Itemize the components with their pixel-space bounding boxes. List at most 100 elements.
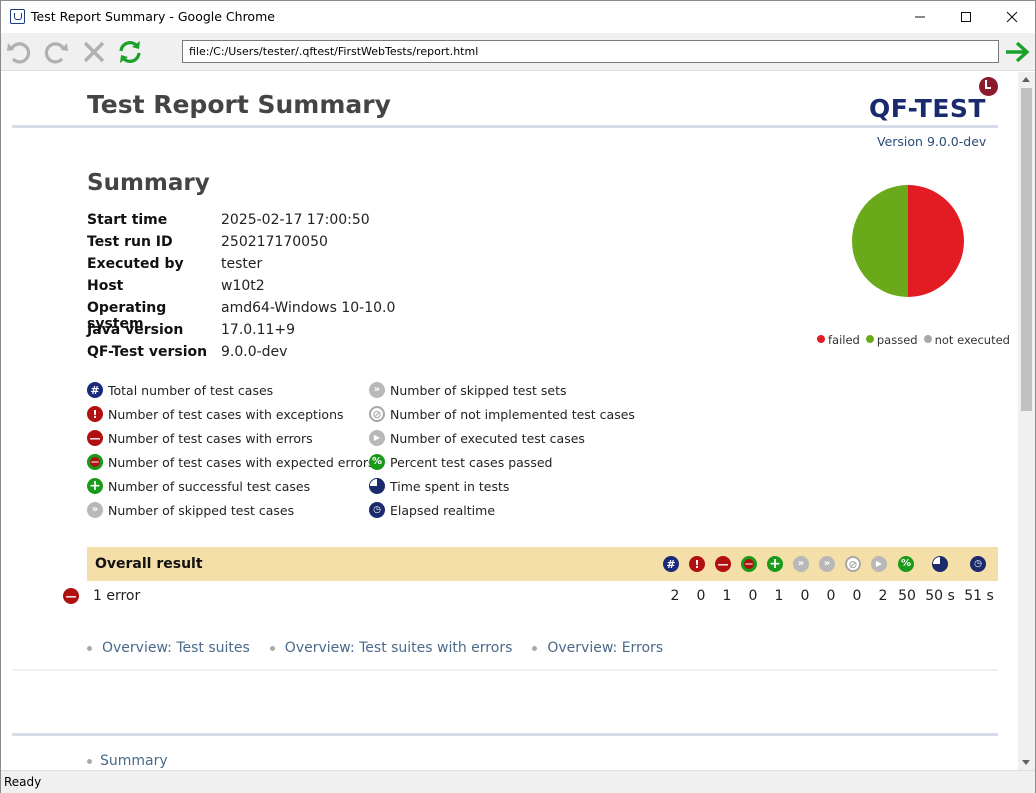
bullet: [87, 645, 92, 651]
key-label: Time spent in tests: [390, 478, 510, 494]
key-label: Number of executed test cases: [390, 430, 585, 446]
skipped-set-icon: »: [819, 556, 835, 572]
result-summary: 1 error: [93, 588, 141, 604]
divider: [12, 669, 998, 671]
not-implemented-icon: ⊘: [845, 556, 861, 572]
key-label: Elapsed realtime: [390, 502, 496, 518]
percent-icon: %: [369, 454, 385, 470]
close-button[interactable]: [989, 1, 1035, 33]
key-row: — Number of test cases with errors: [87, 426, 375, 450]
key-label: Number of test cases with expected error…: [108, 454, 375, 470]
summary-value: tester: [221, 256, 263, 272]
legend-passed-label: passed: [876, 333, 918, 347]
skipped-count: 0: [800, 588, 810, 604]
pie-slice-failed: [908, 185, 964, 297]
total-icon: #: [87, 382, 103, 398]
page-title: Test Report Summary: [87, 90, 391, 119]
time-spent: 50 s: [925, 588, 955, 604]
key-label: Number of skipped test sets: [390, 382, 567, 398]
status-bar: Ready: [1, 770, 1035, 793]
title-bar: Test Report Summary - Google Chrome: [1, 1, 1035, 33]
exception-count: 0: [696, 588, 706, 604]
key-label: Number of test cases with errors: [108, 430, 313, 446]
summary-row: Operating system amd64-Windows 10-10.0: [87, 300, 396, 332]
summary-table: Start time 2025-02-17 17:00:50 Test run I…: [87, 212, 395, 366]
skipped-set-icon: »: [369, 382, 385, 398]
summary-heading: Summary: [87, 170, 210, 196]
not-implemented-count: 0: [852, 588, 862, 604]
expected-error-inner-icon: —: [90, 457, 100, 467]
summary-value: w10t2: [221, 278, 265, 294]
scroll-down-icon[interactable]: [1022, 760, 1030, 765]
error-icon: —: [87, 430, 103, 446]
expected-error-count: 0: [748, 588, 758, 604]
key-row: Time spent in tests: [369, 474, 635, 498]
summary-value: amd64-Windows 10-10.0: [221, 300, 396, 316]
minimize-icon: [915, 16, 925, 18]
time-spent-icon: [369, 478, 385, 494]
scrollbar-thumb[interactable]: [1021, 88, 1032, 411]
divider: [12, 125, 998, 128]
link-label: Summary: [100, 753, 168, 769]
overall-result-header: Overall result # ! — — + » » ⊘ ▶ % ◷: [87, 547, 998, 581]
key-label: Number of skipped test cases: [108, 502, 295, 518]
address-bar[interactable]: file:/C:/Users/tester/.qftest/FirstWebTe…: [182, 40, 999, 63]
key-row: » Number of skipped test sets: [369, 378, 635, 402]
summary-key: Operating system: [87, 300, 167, 332]
success-count: 1: [774, 588, 784, 604]
key-row: — Number of test cases with expected erro…: [87, 450, 375, 474]
exception-icon: !: [87, 406, 103, 422]
failed-dot-icon: [817, 335, 825, 343]
expected-error-icon: —: [87, 454, 103, 470]
summary-row: Test run ID 250217170050: [87, 234, 395, 256]
qftest-logo: QF-TEST: [869, 94, 986, 123]
forward-icon[interactable]: [42, 38, 70, 66]
key-row: ⊘ Number of not implemented test cases: [369, 402, 635, 426]
link-summary[interactable]: Summary: [87, 753, 168, 769]
link-overview-suites-with-errors[interactable]: Overview: Test suites with errors: [269, 640, 512, 656]
legend-not-executed-label: not executed: [934, 333, 1010, 347]
error-icon: —: [715, 556, 731, 572]
skipped-set-count: 0: [826, 588, 836, 604]
key-row: ◷ Elapsed realtime: [369, 498, 635, 522]
pie-slice-passed: [852, 185, 908, 297]
expected-error-inner-icon: —: [744, 559, 754, 569]
stop-icon[interactable]: [80, 38, 108, 66]
key-label: Number of not implemented test cases: [390, 406, 635, 422]
link-overview-errors[interactable]: Overview: Errors: [532, 640, 663, 656]
summary-key: Java version: [87, 322, 184, 338]
scroll-up-icon[interactable]: [1022, 77, 1030, 82]
back-icon[interactable]: [5, 38, 33, 66]
reload-icon[interactable]: [116, 38, 144, 66]
key-label: Total number of test cases: [108, 382, 274, 398]
not-implemented-icon: ⊘: [369, 406, 385, 422]
skipped-icon: »: [87, 502, 103, 518]
link-overview-test-suites[interactable]: Overview: Test suites: [87, 640, 250, 656]
legend-not-executed: not executed: [923, 333, 1010, 347]
realtime-icon: ◷: [970, 556, 986, 572]
summary-key: Executed by: [87, 256, 184, 272]
key-row: % Percent test cases passed: [369, 450, 635, 474]
maximize-button[interactable]: [943, 1, 989, 33]
bullet: [87, 758, 92, 764]
key-label: Percent test cases passed: [390, 454, 553, 470]
realtime-icon: ◷: [369, 502, 385, 518]
key-label: Number of test cases with exceptions: [108, 406, 344, 422]
key-label: Number of successful test cases: [108, 478, 311, 494]
vertical-scrollbar[interactable]: [1018, 72, 1035, 770]
total-icon: #: [663, 556, 679, 572]
window-title: Test Report Summary - Google Chrome: [31, 9, 275, 24]
bullet: [532, 645, 538, 651]
key-row: ▶ Number of executed test cases: [369, 426, 635, 450]
minimize-button[interactable]: [897, 1, 943, 33]
summary-row: Executed by tester: [87, 256, 395, 278]
link-label: Overview: Errors: [547, 640, 664, 656]
exception-icon: !: [689, 556, 705, 572]
percent-passed: 50: [898, 588, 916, 604]
go-arrow-icon[interactable]: [1003, 38, 1031, 66]
summary-row: Java version 17.0.11+9: [87, 322, 395, 344]
logo-mark-icon: [979, 77, 998, 96]
key-row: + Number of successful test cases: [87, 474, 375, 498]
executed-count: 2: [878, 588, 888, 604]
